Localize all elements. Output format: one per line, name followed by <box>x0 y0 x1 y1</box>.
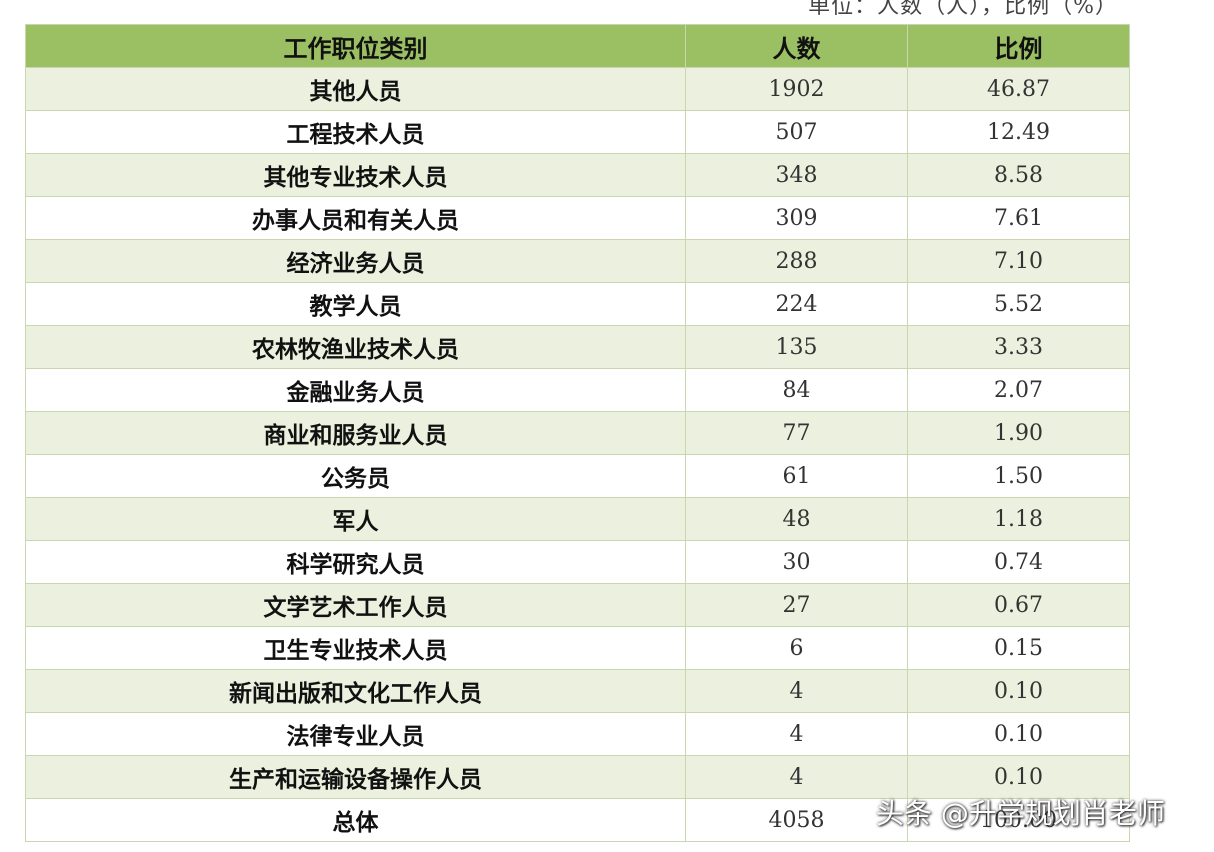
table-row: 公务员 61 1.50 <box>25 454 1130 498</box>
category-cell: 公务员 <box>25 454 686 498</box>
header-cell: 比例 <box>907 24 1130 68</box>
category-cell: 办事人员和有关人员 <box>25 196 686 240</box>
value-cell: 100.00 <box>907 798 1130 842</box>
table-row: 农林牧渔业技术人员 135 3.33 <box>25 325 1130 369</box>
category-cell: 商业和服务业人员 <box>25 411 686 455</box>
table-row: 经济业务人员 288 7.10 <box>25 239 1130 283</box>
value-cell: 0.74 <box>907 540 1130 584</box>
category-cell: 农林牧渔业技术人员 <box>25 325 686 369</box>
value-cell: 12.49 <box>907 110 1130 154</box>
value-cell: 8.58 <box>907 153 1130 197</box>
value-cell: 48 <box>685 497 908 541</box>
value-cell: 4 <box>685 755 908 799</box>
value-cell: 2.07 <box>907 368 1130 412</box>
value-cell: 27 <box>685 583 908 627</box>
table-row: 其他专业技术人员 348 8.58 <box>25 153 1130 197</box>
value-cell: 4 <box>685 669 908 713</box>
value-cell: 3.33 <box>907 325 1130 369</box>
category-cell: 金融业务人员 <box>25 368 686 412</box>
category-cell: 法律专业人员 <box>25 712 686 756</box>
value-cell: 46.87 <box>907 67 1130 111</box>
value-cell: 0.10 <box>907 712 1130 756</box>
value-cell: 0.10 <box>907 755 1130 799</box>
watermark: 头条 @升学规划肖老师 <box>876 797 1165 830</box>
category-cell: 其他人员 <box>25 67 686 111</box>
value-cell: 0.15 <box>907 626 1130 670</box>
category-cell: 总体 <box>25 798 686 842</box>
value-cell: 1.90 <box>907 411 1130 455</box>
category-cell: 军人 <box>25 497 686 541</box>
table-row: 办事人员和有关人员 309 7.61 <box>25 196 1130 240</box>
table-body: 其他人员 1902 46.87 工程技术人员 507 12.49 其他专业技术人员 348 8.… <box>25 67 1130 842</box>
header-row: 工作职位类别 人数 比例 <box>25 24 1130 68</box>
value-cell: 5.52 <box>907 282 1130 326</box>
table-row: 文学艺术工作人员 27 0.67 <box>25 583 1130 627</box>
category-cell: 生产和运输设备操作人员 <box>25 755 686 799</box>
value-cell: 6 <box>685 626 908 670</box>
header-cell: 人数 <box>685 24 908 68</box>
table-row: 法律专业人员 4 0.10 <box>25 712 1130 756</box>
table: 工作职位类别 人数 比例 其他人员 1902 46.87 工程技术人员 507 12.49 其他… <box>25 24 1130 842</box>
category-cell: 科学研究人员 <box>25 540 686 584</box>
category-cell: 工程技术人员 <box>25 110 686 154</box>
value-cell: 0.67 <box>907 583 1130 627</box>
value-cell: 507 <box>685 110 908 154</box>
table-row: 教学人员 224 5.52 <box>25 282 1130 326</box>
value-cell: 1.18 <box>907 497 1130 541</box>
table-row: 新闻出版和文化工作人员 4 0.10 <box>25 669 1130 713</box>
table-row: 其他人员 1902 46.87 <box>25 67 1130 111</box>
table-row: 金融业务人员 84 2.07 <box>25 368 1130 412</box>
value-cell: 1.50 <box>907 454 1130 498</box>
table-row: 军人 48 1.18 <box>25 497 1130 541</box>
value-cell: 7.61 <box>907 196 1130 240</box>
category-cell: 新闻出版和文化工作人员 <box>25 669 686 713</box>
table-row: 卫生专业技术人员 6 0.15 <box>25 626 1130 670</box>
value-cell: 4 <box>685 712 908 756</box>
table-row: 工程技术人员 507 12.49 <box>25 110 1130 154</box>
value-cell: 84 <box>685 368 908 412</box>
value-cell: 348 <box>685 153 908 197</box>
unit-note: 单位：人数（人），比例（%） <box>808 0 1118 19</box>
category-cell: 其他专业技术人员 <box>25 153 686 197</box>
value-cell: 0.10 <box>907 669 1130 713</box>
table-row: 生产和运输设备操作人员 4 0.10 <box>25 755 1130 799</box>
value-cell: 309 <box>685 196 908 240</box>
value-cell: 4058 <box>685 798 908 842</box>
value-cell: 7.10 <box>907 239 1130 283</box>
table-row: 商业和服务业人员 77 1.90 <box>25 411 1130 455</box>
value-cell: 61 <box>685 454 908 498</box>
category-cell: 卫生专业技术人员 <box>25 626 686 670</box>
value-cell: 30 <box>685 540 908 584</box>
table-row: 科学研究人员 30 0.74 <box>25 540 1130 584</box>
value-cell: 224 <box>685 282 908 326</box>
category-cell: 文学艺术工作人员 <box>25 583 686 627</box>
header-cell: 工作职位类别 <box>25 24 686 68</box>
value-cell: 288 <box>685 239 908 283</box>
category-cell: 经济业务人员 <box>25 239 686 283</box>
table-row: 总体 4058 100.00 <box>25 798 1130 842</box>
category-cell: 教学人员 <box>25 282 686 326</box>
value-cell: 135 <box>685 325 908 369</box>
value-cell: 77 <box>685 411 908 455</box>
value-cell: 1902 <box>685 67 908 111</box>
